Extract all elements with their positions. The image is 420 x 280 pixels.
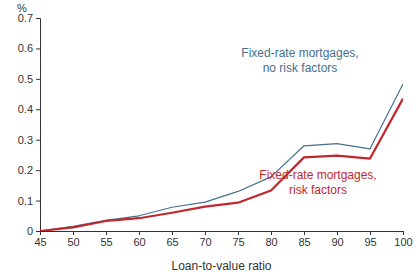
plot-area xyxy=(40,84,403,231)
chart: 45 50 55 60 65 70 75 80 85 90 95 100 0 0.1 0.2 0.3 0.4 0.… xyxy=(0,0,420,280)
x-axis-title: Loan-to-value ratio xyxy=(171,259,271,273)
y-tick-mark xyxy=(36,231,40,232)
y-tick-label: 0.5 xyxy=(18,73,33,85)
y-tick: 0.6 xyxy=(18,42,40,54)
x-tick: 70 xyxy=(199,231,211,248)
x-tick: 60 xyxy=(133,231,145,248)
x-tick-mark xyxy=(403,231,404,235)
y-tick-label: 0.1 xyxy=(18,195,33,207)
y-tick-label: 0.4 xyxy=(18,103,33,115)
x-tick-label: 100 xyxy=(394,236,412,248)
x-tick: 75 xyxy=(232,231,244,248)
x-tick-label: 95 xyxy=(364,236,376,248)
series-line xyxy=(40,84,403,231)
y-tick-mark xyxy=(36,48,40,49)
x-tick-label: 65 xyxy=(166,236,178,248)
x-tick-label: 45 xyxy=(34,236,46,248)
x-tick-label: 80 xyxy=(265,236,277,248)
x-tick-mark xyxy=(139,231,140,235)
x-tick-mark xyxy=(304,231,305,235)
x-tick-mark xyxy=(271,231,272,235)
y-tick: 0.5 xyxy=(18,73,40,85)
x-tick: 100 xyxy=(394,231,412,248)
x-tick: 80 xyxy=(265,231,277,248)
y-tick: 0.4 xyxy=(18,103,40,115)
x-tick: 90 xyxy=(331,231,343,248)
y-tick-mark xyxy=(36,170,40,171)
x-tick: 45 xyxy=(34,231,46,248)
y-tick-mark xyxy=(36,109,40,110)
x-tick-label: 70 xyxy=(199,236,211,248)
x-tick-label: 90 xyxy=(331,236,343,248)
y-tick-label: 0.3 xyxy=(18,134,33,146)
x-tick: 50 xyxy=(67,231,79,248)
x-tick-label: 75 xyxy=(232,236,244,248)
y-tick: 0.3 xyxy=(18,134,40,146)
x-tick: 85 xyxy=(298,231,310,248)
x-tick-mark xyxy=(337,231,338,235)
x-tick-label: 55 xyxy=(100,236,112,248)
x-tick: 55 xyxy=(100,231,112,248)
y-tick: 0 xyxy=(27,225,40,237)
x-axis: 45 50 55 60 65 70 75 80 85 90 95 100 xyxy=(34,231,412,248)
y-tick-mark xyxy=(36,201,40,202)
y-axis: 00.10.20.30.40.50.60.7 xyxy=(18,12,41,237)
x-tick-label: 60 xyxy=(133,236,145,248)
y-tick-label: 0.2 xyxy=(18,164,33,176)
x-tick-mark xyxy=(172,231,173,235)
x-tick-label: 50 xyxy=(67,236,79,248)
x-tick-mark xyxy=(205,231,206,235)
x-tick-mark xyxy=(370,231,371,235)
x-tick: 95 xyxy=(364,231,376,248)
y-tick: 0.1 xyxy=(18,195,40,207)
series-line xyxy=(40,99,403,231)
y-tick-label: 0 xyxy=(27,225,33,237)
y-tick-mark xyxy=(36,79,40,80)
x-axis-line xyxy=(41,232,404,236)
x-tick-label: 85 xyxy=(298,236,310,248)
y-axis-line xyxy=(36,19,41,232)
series-label: Fixed-rate mortgages,no risk factors xyxy=(241,46,358,75)
y-axis-title: % xyxy=(17,2,27,14)
y-tick: 0.2 xyxy=(18,164,40,176)
y-tick-label: 0.6 xyxy=(18,42,33,54)
x-tick-mark xyxy=(238,231,239,235)
x-tick-mark xyxy=(73,231,74,235)
y-tick-mark xyxy=(36,18,40,19)
series-label: Fixed-rate mortgages,risk factors xyxy=(259,168,376,197)
y-tick-mark xyxy=(36,140,40,141)
x-tick: 65 xyxy=(166,231,178,248)
x-tick-mark xyxy=(106,231,107,235)
